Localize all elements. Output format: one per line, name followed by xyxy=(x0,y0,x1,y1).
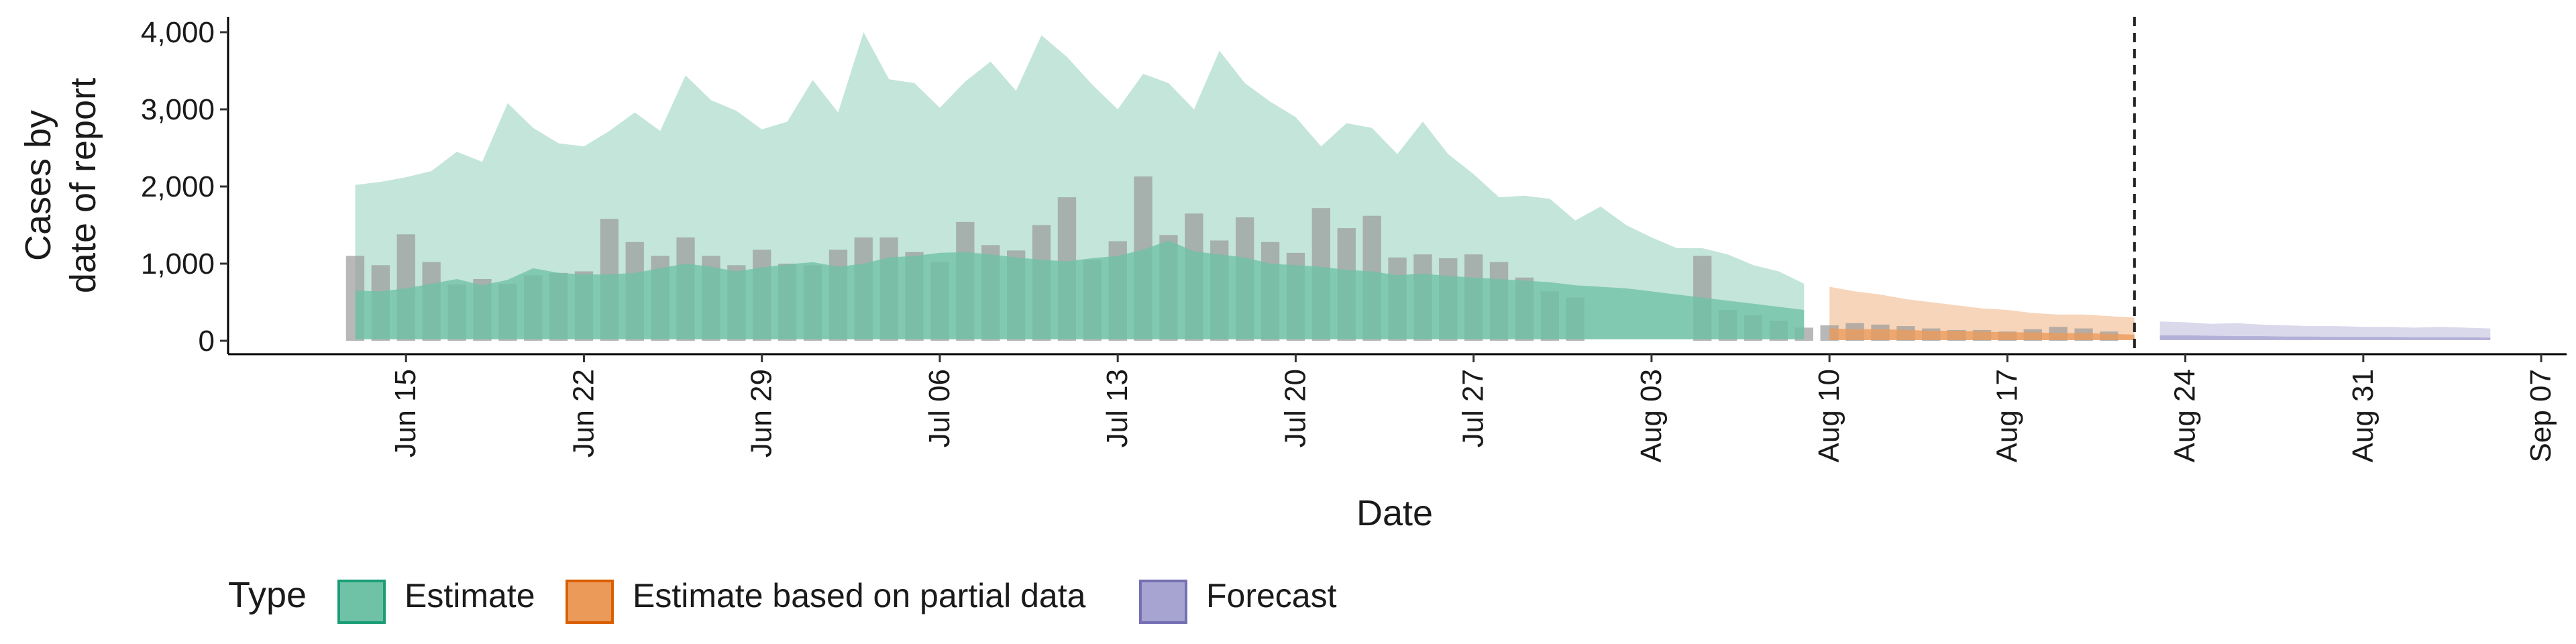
legend-label-forecast: Forecast xyxy=(1206,577,1337,614)
x-tick-label: Aug 03 xyxy=(1635,369,1668,462)
legend-swatch-partial xyxy=(566,580,614,624)
estimate-median-band xyxy=(355,240,1805,339)
partial-median-band xyxy=(1829,328,2135,340)
x-tick-label: Jul 27 xyxy=(1457,369,1490,447)
legend-label-partial: Estimate based on partial data xyxy=(633,577,1086,614)
legend-swatch-estimate xyxy=(337,580,386,624)
x-tick-label: Jul 13 xyxy=(1101,369,1134,447)
y-tick-label: 1,000 xyxy=(141,248,215,280)
x-tick-label: Aug 24 xyxy=(2169,369,2202,462)
x-tick-label: Jun 22 xyxy=(567,369,600,458)
y-axis-title-line-2: date of report xyxy=(63,78,103,293)
y-tick-label: 3,000 xyxy=(141,93,215,126)
x-tick-label: Jun 15 xyxy=(389,369,422,458)
legend-swatch-forecast xyxy=(1139,580,1187,624)
x-tick-label: Aug 31 xyxy=(2347,369,2379,462)
x-tick-label: Aug 10 xyxy=(1813,369,1845,462)
y-tick-label: 4,000 xyxy=(141,16,215,49)
x-tick-label: Jul 06 xyxy=(923,369,956,447)
x-axis-title: Date xyxy=(1356,493,1433,533)
axes: 0 1,000 2,000 3,000 4,000 Jun 15 Jun 22 Jun 29 J… xyxy=(141,16,2567,462)
legend-label-estimate: Estimate xyxy=(405,577,535,614)
x-tick-label: Jul 20 xyxy=(1279,369,1311,447)
x-tick-label: Aug 17 xyxy=(1990,369,2023,462)
legend: Type Estimate Estimate based on partial da… xyxy=(228,575,1337,624)
y-axis-title-line-1: Cases by xyxy=(18,110,58,261)
y-tick-label: 0 xyxy=(199,325,215,358)
forecast-median-band xyxy=(2159,335,2491,340)
x-tick-label: Jun 29 xyxy=(745,369,778,458)
estimate-median-areas xyxy=(355,240,2491,340)
y-tick-label: 2,000 xyxy=(141,170,215,203)
x-tick-label: Sep 07 xyxy=(2524,369,2557,462)
legend-title: Type xyxy=(228,575,307,615)
forecast-upper-band xyxy=(2159,321,2491,340)
